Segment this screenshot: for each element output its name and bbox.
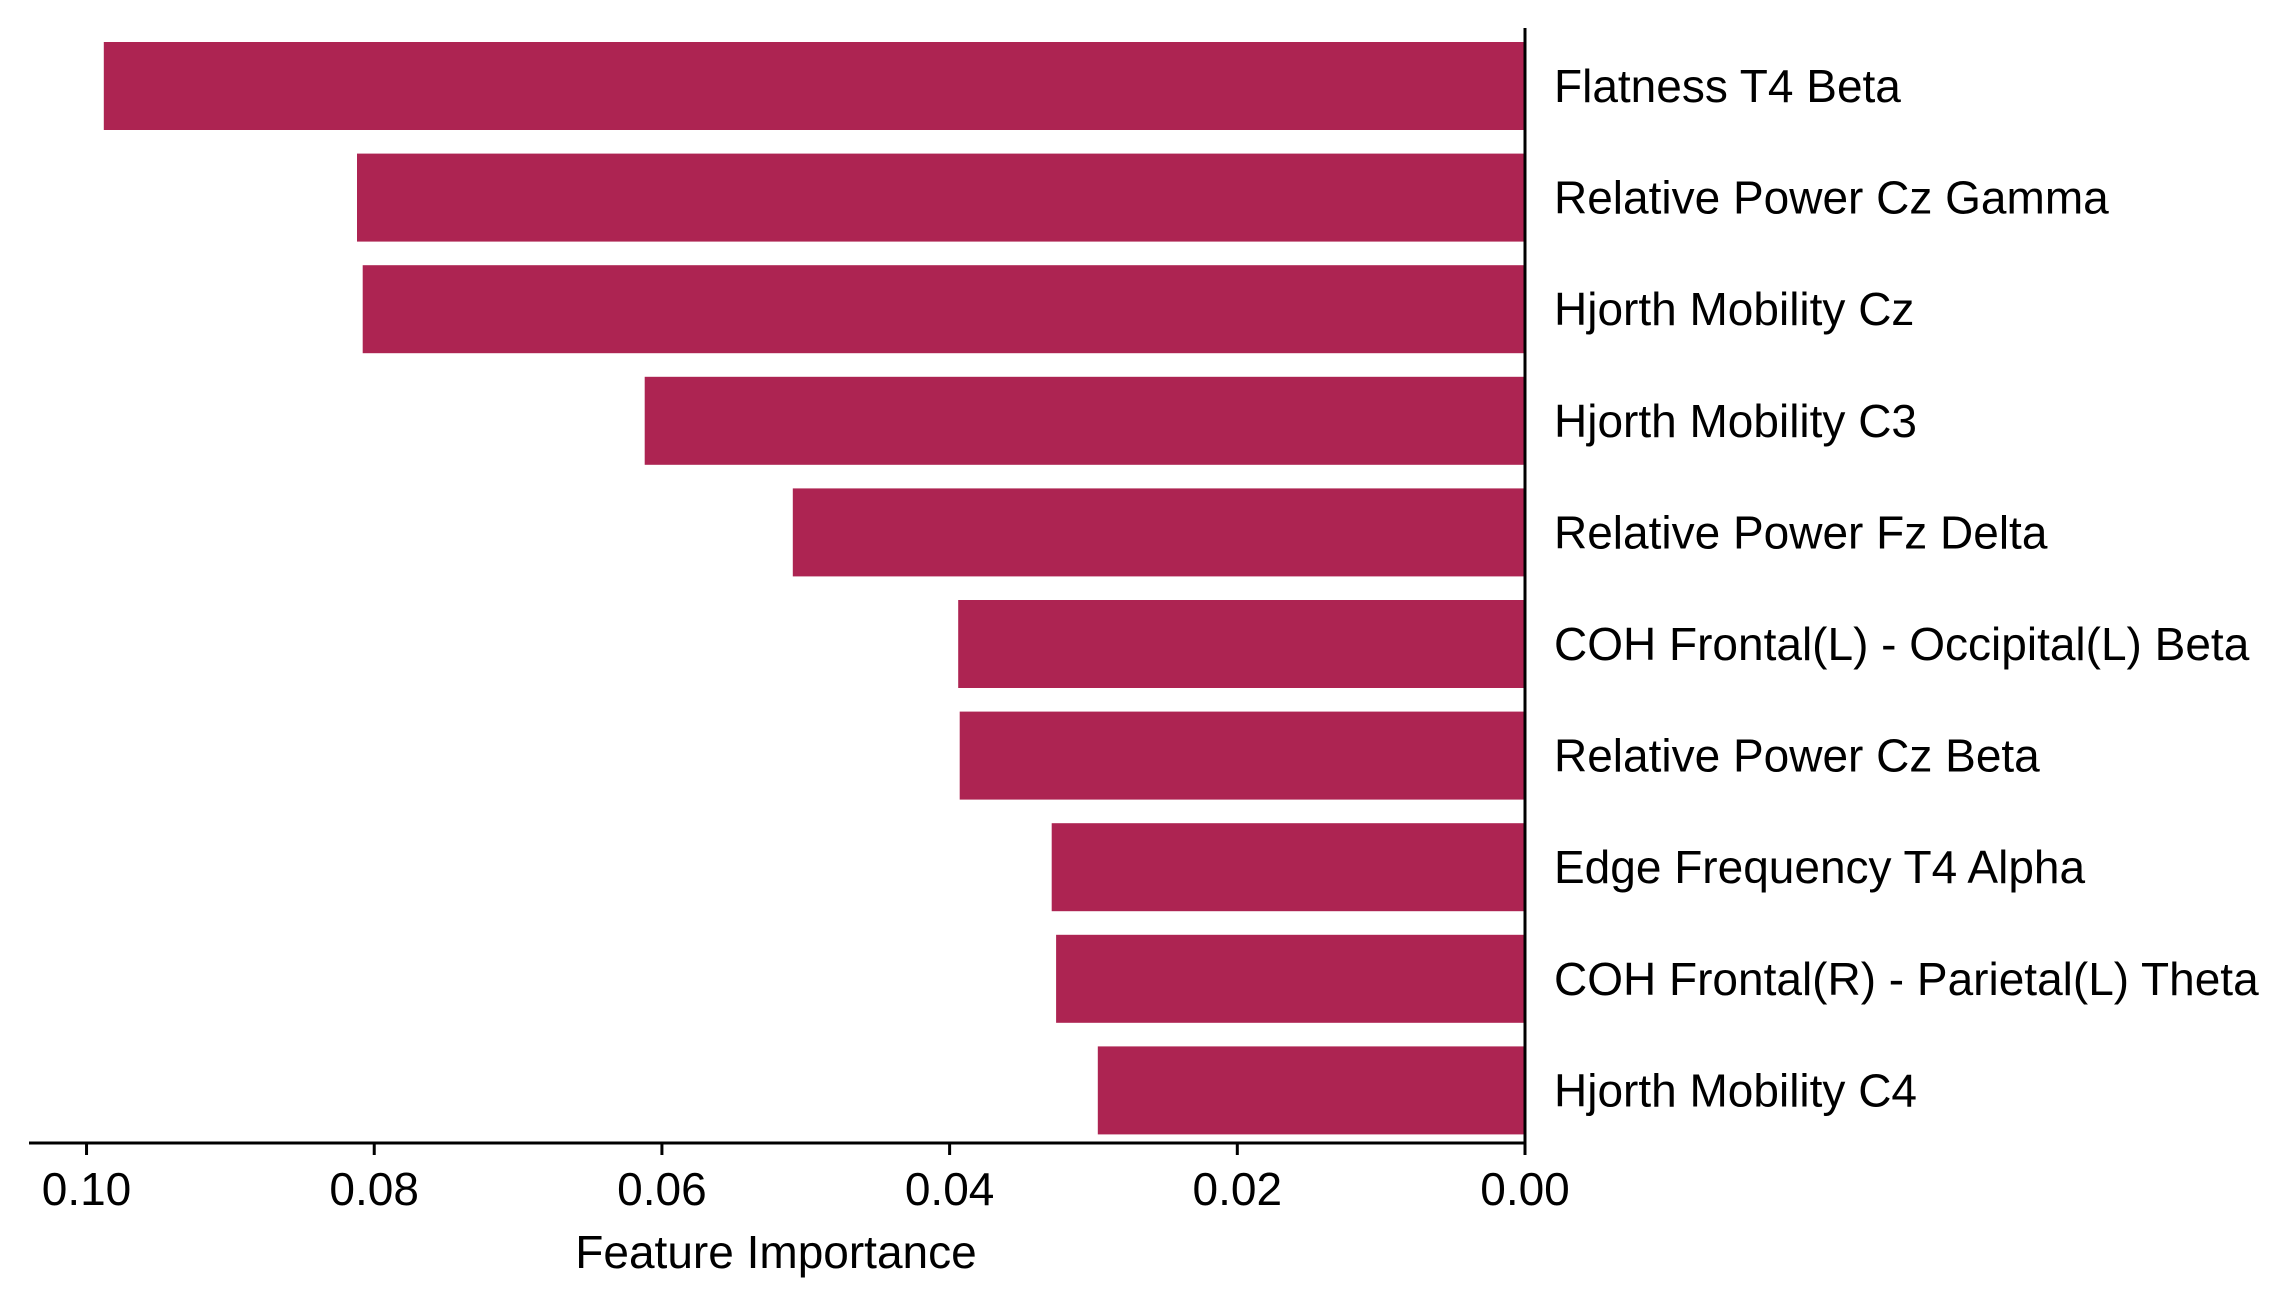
category-label: Hjorth Mobility Cz [1554,283,1914,335]
category-label: Hjorth Mobility C4 [1554,1064,1917,1116]
bar [362,265,1526,354]
x-axis-title: Feature Importance [575,1226,976,1278]
bar [103,42,1525,130]
axes [29,28,1527,1145]
category-label: Flatness T4 Beta [1554,60,1901,112]
category-label: COH Frontal(R) - Parietal(L) Theta [1554,953,2259,1005]
x-tick-label: 0.10 [42,1163,132,1215]
x-tick-label: 0.06 [617,1163,707,1215]
category-label: Edge Frequency T4 Alpha [1554,841,2085,893]
x-tick-label: 0.02 [1193,1163,1283,1215]
x-tick-label: 0.04 [905,1163,995,1215]
bar [1097,1046,1525,1135]
x-tick-label: 0.00 [1480,1163,1570,1215]
x-axis-ticks: 0.10 0.08 0.06 0.04 0.02 0.00 [42,1143,1570,1215]
bar [959,711,1525,800]
category-label: Relative Power Fz Delta [1554,506,2048,558]
bar [792,488,1525,577]
bars-layer [103,42,1526,1135]
category-label: Hjorth Mobility C3 [1554,395,1917,447]
bar [644,376,1525,465]
category-labels: Flatness T4 Beta Relative Power Cz Gamma H… [1554,60,2259,1116]
bar [958,600,1525,688]
category-label: Relative Power Cz Gamma [1554,172,2109,224]
bar [1051,823,1525,912]
x-tick-label: 0.08 [329,1163,419,1215]
category-label: Relative Power Cz Beta [1554,730,2040,782]
bar [357,153,1525,242]
bar [1056,934,1525,1023]
category-label: COH Frontal(L) - Occipital(L) Beta [1554,618,2250,670]
